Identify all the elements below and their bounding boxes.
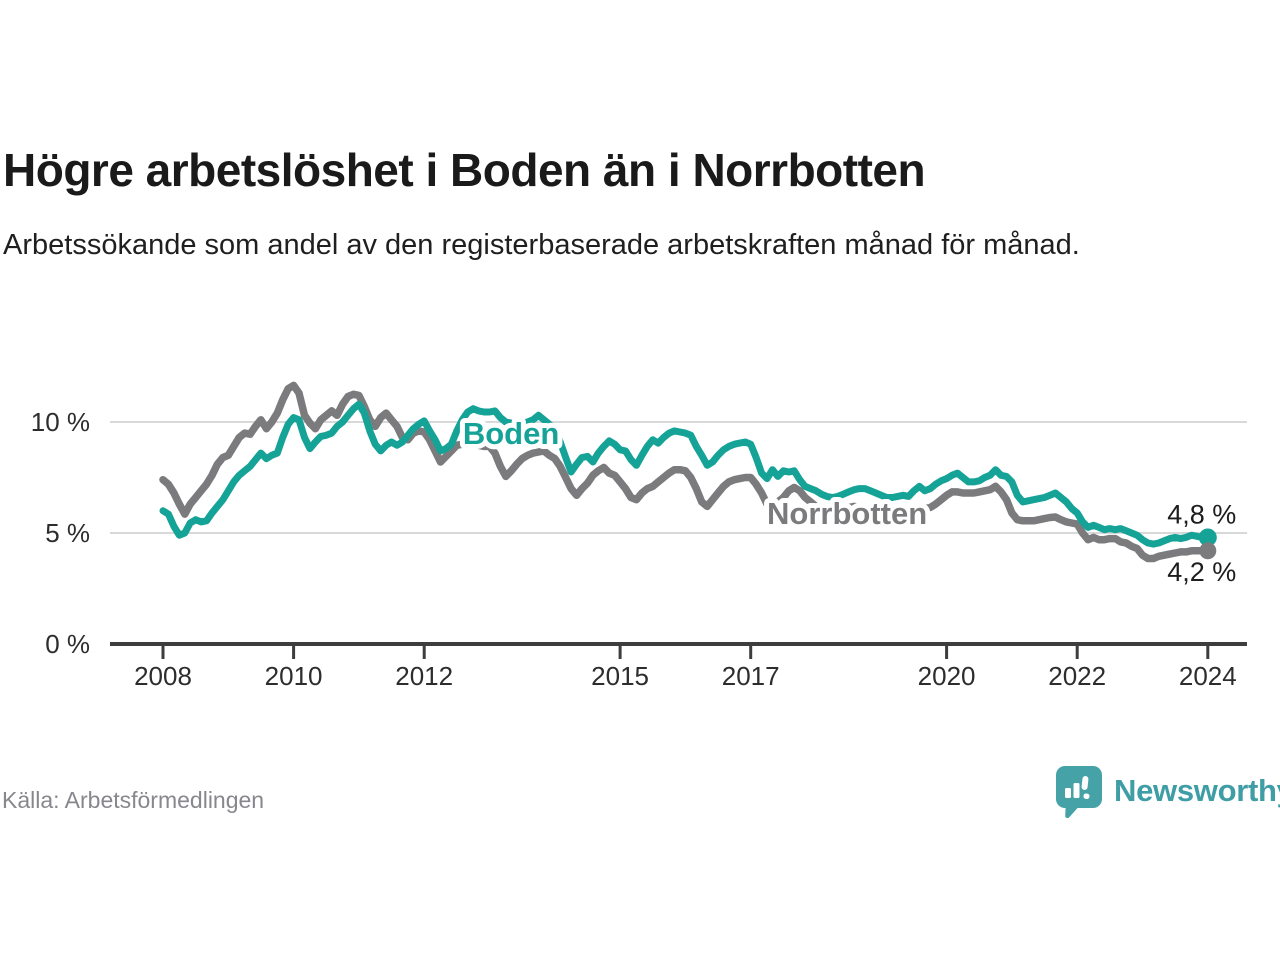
x-axis-label-2012: 2012 <box>395 661 453 691</box>
end-dot-boden <box>1198 528 1217 547</box>
chart-subtitle: Arbetssökande som andel av den registerb… <box>3 229 1080 261</box>
chart-title: Högre arbetslöshet i Boden än i Norrbott… <box>3 144 926 196</box>
y-axis-label-5: 5 % <box>45 518 90 548</box>
bar-chart-speech-bubble-icon <box>1056 766 1102 818</box>
logo-exclamation-stem <box>1081 776 1089 790</box>
y-axis-label-0: 0 % <box>45 629 90 659</box>
series-line-norrbotten <box>159 381 1212 563</box>
x-axis-label-2020: 2020 <box>918 661 976 691</box>
source-note: Källa: Arbetsförmedlingen <box>2 787 265 813</box>
end-value-label-norrbotten: 4,2 % <box>1167 557 1236 587</box>
x-axis-label-2008: 2008 <box>134 661 192 691</box>
newsworthy-logo: Newsworthy <box>1054 764 1280 818</box>
series-inline-label-boden: Boden <box>463 416 559 451</box>
series-inline-label-norrbotten: Norrbotten <box>767 496 927 531</box>
x-axis-label-2024: 2024 <box>1179 661 1237 691</box>
x-axis-label-2017: 2017 <box>722 661 780 691</box>
y-axis-label-10: 10 % <box>31 407 90 437</box>
end-dot-norrbotten <box>1199 542 1217 560</box>
line-chart: 0 % 5 % 10 % 2008 2010 2012 2015 2017 2020 2022 20… <box>31 381 1247 691</box>
x-axis-label-2015: 2015 <box>591 661 649 691</box>
logo-bar-2 <box>1073 783 1080 798</box>
logo-bar-1 <box>1065 788 1071 798</box>
series-line-boden <box>159 400 1212 548</box>
x-axis-label-2022: 2022 <box>1048 661 1106 691</box>
x-axis-label-2010: 2010 <box>265 661 323 691</box>
logo-wordmark: Newsworthy <box>1114 773 1280 808</box>
logo-exclamation-dot <box>1083 793 1090 800</box>
end-value-label-boden: 4,8 % <box>1167 499 1236 529</box>
